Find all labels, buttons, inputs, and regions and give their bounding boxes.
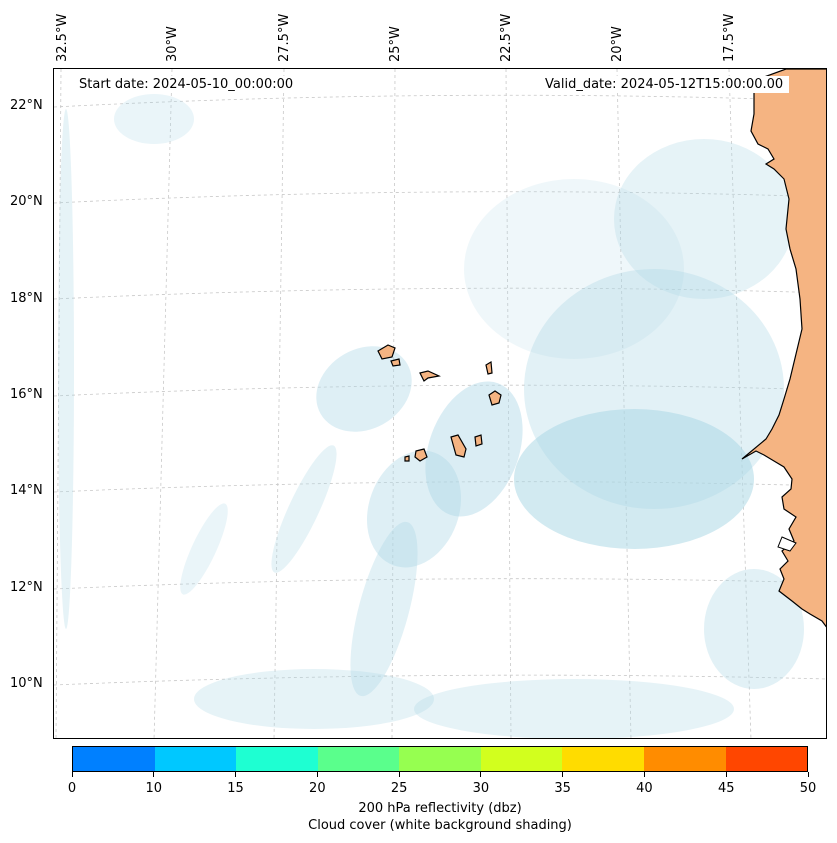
lon-label-32-5w: 32.5°W xyxy=(55,13,70,62)
island-fogo xyxy=(414,448,428,462)
colorbar-label-cloud-cover: Cloud cover (white background shading) xyxy=(308,818,572,833)
island-sao-vicente xyxy=(390,358,401,367)
colorbar-tick-label: 50 xyxy=(799,781,817,796)
lon-label-22-5w: 22.5°W xyxy=(499,13,514,62)
colorbar-segment-8 xyxy=(725,747,808,771)
lat-label-20n: 20°N xyxy=(10,194,43,209)
cloud-cover-shading xyxy=(58,94,804,738)
map-panel xyxy=(53,68,827,739)
colorbar-segment-6 xyxy=(562,747,644,771)
island-brava xyxy=(404,455,410,462)
colorbar-tick-mark xyxy=(562,772,564,777)
lon-label-17-5w: 17.5°W xyxy=(722,13,737,62)
lat-label-14n: 14°N xyxy=(10,483,43,498)
lon-label-20w: 20°W xyxy=(610,26,625,62)
africa-mainland xyxy=(741,69,826,628)
colorbar-tick-label: 35 xyxy=(554,781,571,796)
colorbar-tick-label: 40 xyxy=(636,781,653,796)
island-santo-antao xyxy=(377,344,396,360)
island-maio xyxy=(474,434,483,447)
lat-label-22n: 22°N xyxy=(10,98,43,113)
colorbar-tick-label: 30 xyxy=(472,781,490,796)
colorbar-tick-label: 15 xyxy=(227,781,244,796)
colorbar-tick-label: 20 xyxy=(309,781,326,796)
graticule xyxy=(54,69,826,738)
colorbar-tick-mark xyxy=(316,772,318,777)
colorbar-tick-mark xyxy=(398,772,400,777)
island-sal xyxy=(485,360,493,375)
colorbar-tick-mark xyxy=(235,772,237,777)
lat-label-16n: 16°N xyxy=(10,387,43,402)
island-sao-nicolau xyxy=(419,370,441,382)
valid-date-label: Valid_date: 2024-05-12T15:00:00.00 xyxy=(539,76,790,93)
colorbar-label-reflectivity: 200 hPa reflectivity (dbz) xyxy=(358,801,522,816)
colorbar-tick-mark xyxy=(725,772,727,777)
colorbar-tick-mark xyxy=(807,772,809,777)
colorbar-tick-mark xyxy=(480,772,482,777)
lat-label-12n: 12°N xyxy=(10,580,43,595)
lon-label-25w: 25°W xyxy=(388,26,403,62)
coast-detail xyxy=(777,536,797,552)
colorbar-segment-7 xyxy=(643,747,726,771)
lon-label-30w: 30°W xyxy=(165,26,180,62)
colorbar-segment-4 xyxy=(399,747,481,771)
start-date-label: Start date: 2024-05-10_00:00:00 xyxy=(73,76,300,93)
colorbar-tick-mark xyxy=(153,772,155,777)
lat-label-18n: 18°N xyxy=(10,291,43,306)
colorbar-tick-mark xyxy=(643,772,645,777)
colorbar-segment-5 xyxy=(480,747,563,771)
colorbar-tick-label: 25 xyxy=(390,781,408,796)
cape-verde-islands xyxy=(377,344,502,462)
map-canvas xyxy=(54,69,826,738)
colorbar-tick-label: 45 xyxy=(717,781,735,796)
colorbar-segment-0 xyxy=(73,747,155,771)
colorbar-segment-2 xyxy=(236,747,318,771)
island-santiago xyxy=(450,434,467,458)
colorbar-tick-label: 0 xyxy=(67,781,77,796)
lat-label-10n: 10°N xyxy=(10,676,43,691)
colorbar-tick-label: 10 xyxy=(145,781,163,796)
lon-label-27-5w: 27.5°W xyxy=(277,13,292,62)
island-boa-vista xyxy=(488,390,502,406)
colorbar-segment-3 xyxy=(317,747,400,771)
colorbar-tick-mark xyxy=(71,772,73,777)
colorbar-segment-1 xyxy=(154,747,237,771)
reflectivity-colorbar xyxy=(72,746,808,772)
